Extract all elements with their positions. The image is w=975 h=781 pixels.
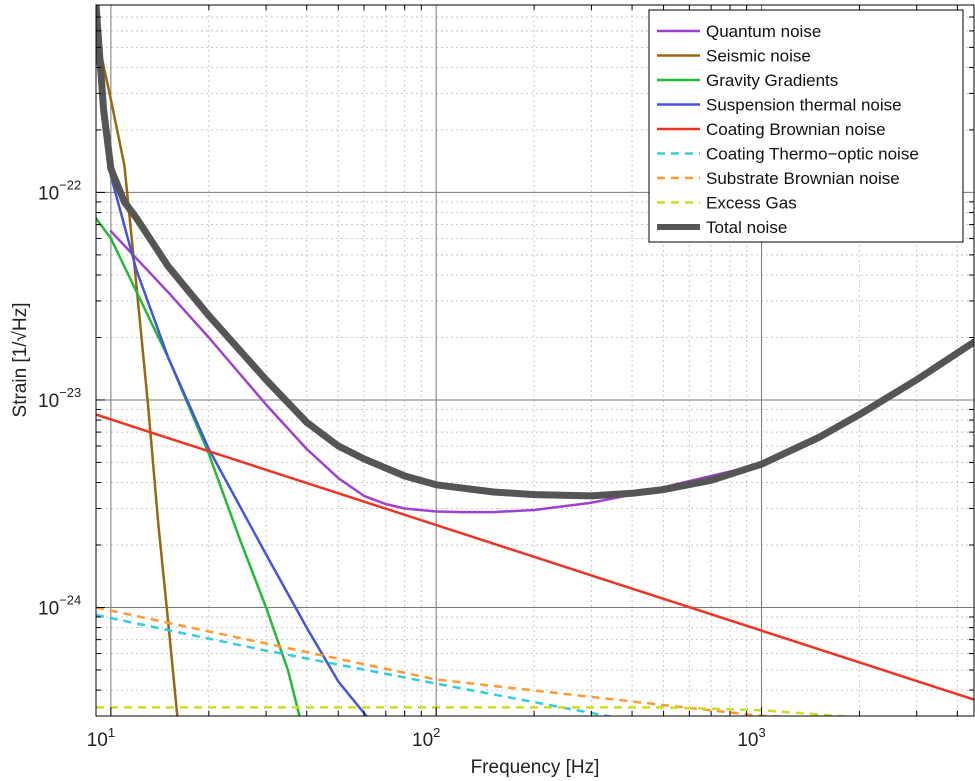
legend-label: Suspension thermal noise <box>706 96 902 115</box>
legend: Quantum noise Seismic noise Gravity Gradie… <box>648 9 964 243</box>
y-tick-label: 10−22 <box>38 177 81 204</box>
series-line-coating-brownian-noise <box>96 413 974 701</box>
x-tick-label: 102 <box>412 725 440 751</box>
y-tick-base: 10 <box>38 391 59 412</box>
series-line-suspension-thermal-noise <box>96 46 368 716</box>
legend-label: Excess Gas <box>706 194 797 213</box>
plot-frame <box>95 4 975 717</box>
x-tick-base: 10 <box>737 730 758 751</box>
legend-label: Seismic noise <box>706 47 811 66</box>
series-group <box>96 5 974 716</box>
x-tick-exponent: 2 <box>433 725 440 740</box>
tick-marks <box>96 5 974 717</box>
series-line-substrate-brownian-noise <box>96 606 797 716</box>
legend-label: Total noise <box>706 218 787 237</box>
y-tick-exponent: −24 <box>59 592 81 607</box>
x-tick-exponent: 3 <box>758 725 765 740</box>
y-tick-exponent: −22 <box>59 177 81 192</box>
x-tick-base: 10 <box>412 730 433 751</box>
series-line-seismic-noise <box>96 29 179 716</box>
legend-label: Gravity Gradients <box>706 71 838 90</box>
y-axis-label: Strain [1/√Hz] <box>10 303 31 418</box>
legend-box <box>648 9 964 243</box>
y-tick-exponent: −23 <box>59 385 81 400</box>
legend-entries: Quantum noise Seismic noise Gravity Gradie… <box>657 22 919 237</box>
legend-label: Quantum noise <box>706 22 821 41</box>
series-line-total-noise <box>96 5 974 500</box>
x-tick-base: 10 <box>87 730 108 751</box>
x-tick-exponent: 1 <box>108 725 115 740</box>
y-tick-base: 10 <box>38 598 59 619</box>
x-tick-labels: 101 102 103 <box>87 725 766 751</box>
y-tick-base: 10 <box>38 183 59 204</box>
series-line-gravity-gradients <box>96 217 301 716</box>
legend-label: Coating Brownian noise <box>706 120 886 139</box>
legend-label: Substrate Brownian noise <box>706 169 900 188</box>
x-axis-label: Frequency [Hz] <box>471 757 600 778</box>
y-tick-label: 10−23 <box>38 385 81 412</box>
x-tick-label: 103 <box>737 725 765 751</box>
legend-label: Coating Thermo−optic noise <box>706 145 919 164</box>
x-tick-label: 101 <box>87 725 115 751</box>
y-tick-label: 10−24 <box>38 592 81 619</box>
